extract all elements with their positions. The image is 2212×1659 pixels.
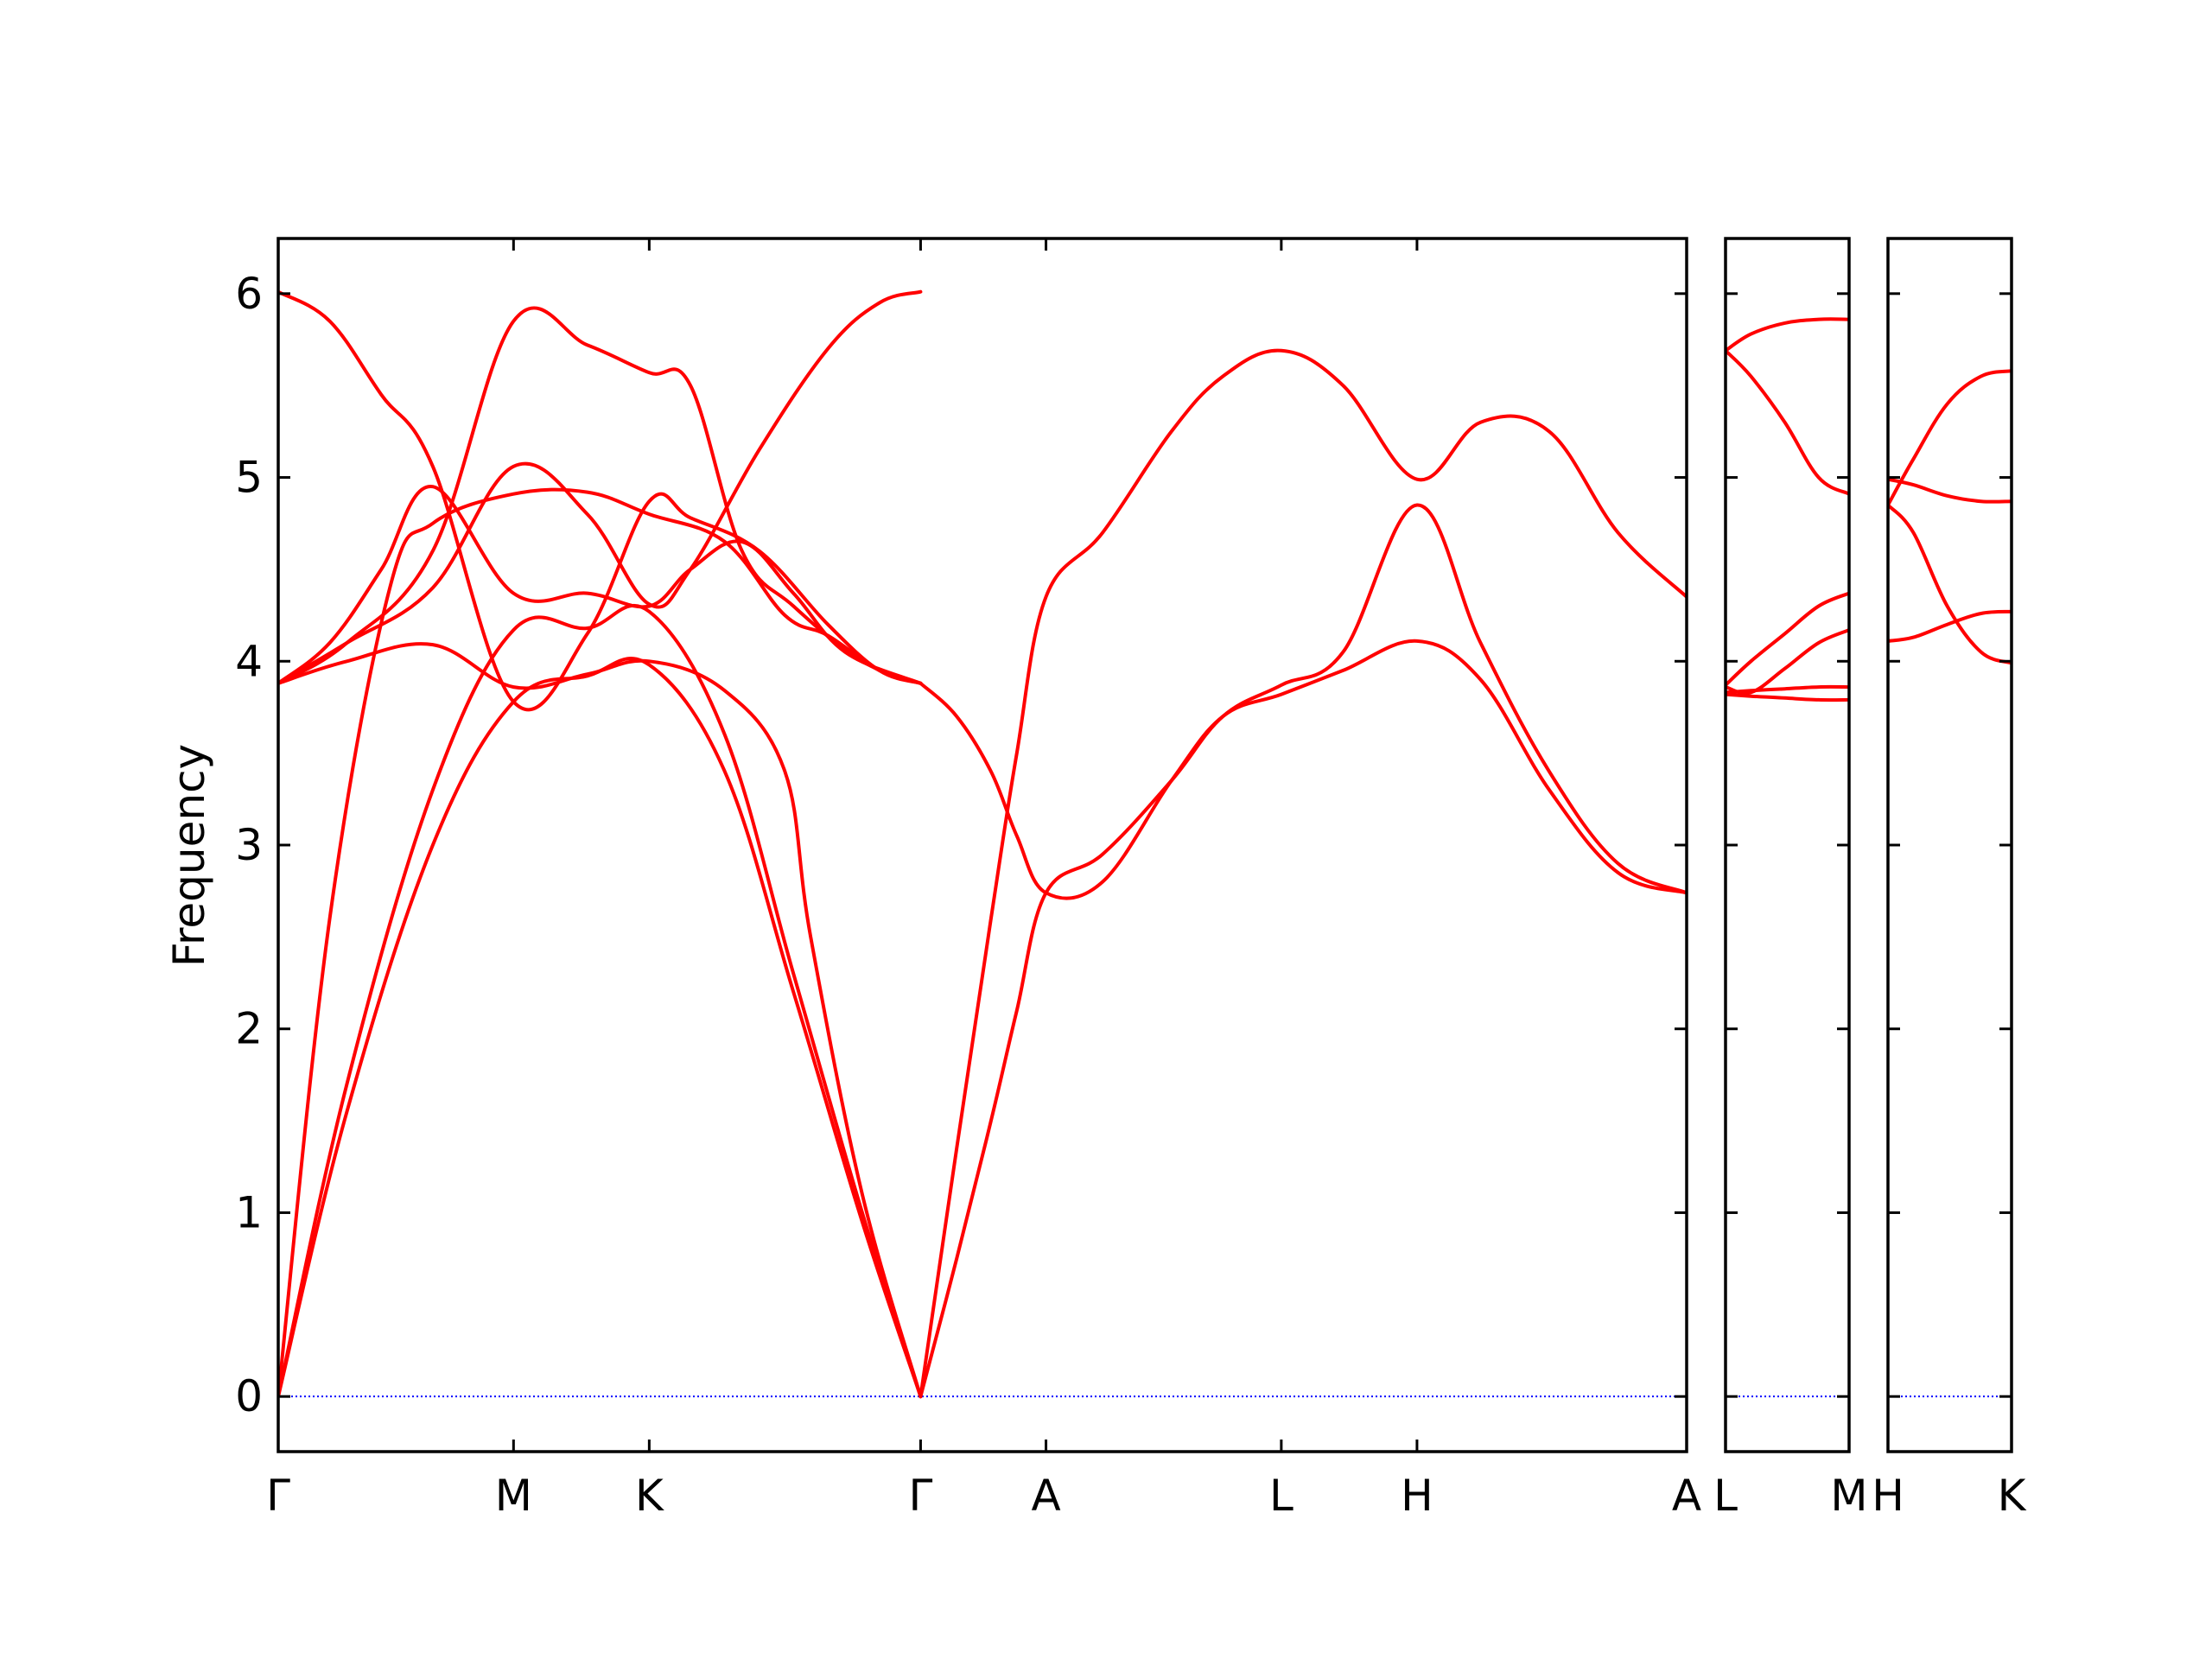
band-line-5 [278, 485, 923, 685]
band-line-1 [1888, 609, 2012, 643]
y-tick-label: 3 [235, 820, 263, 870]
band-line-10 [918, 348, 1687, 1399]
band-line-6 [278, 289, 923, 712]
x-tick-label: M [1830, 1471, 1867, 1521]
band-line-4 [1888, 369, 2012, 507]
y-axis-label: Frequency [164, 744, 214, 967]
band-series-group [278, 289, 1687, 1399]
y-tick-label: 6 [235, 269, 263, 319]
panel-frame [1886, 237, 2013, 1453]
panel-frame [1724, 237, 1851, 1453]
x-tick-label: H [1401, 1471, 1433, 1521]
band-line-4 [1726, 591, 1849, 687]
y-tick-label: 5 [235, 453, 263, 503]
panel-frame [276, 237, 1688, 1453]
x-tick-label: L [1269, 1471, 1294, 1521]
x-tick-label: Γ [266, 1471, 290, 1521]
y-tick-label: 2 [235, 1004, 263, 1054]
y-tick-label: 0 [235, 1371, 263, 1421]
band-line-1 [278, 657, 923, 1399]
x-tick-label: H [1872, 1471, 1904, 1521]
x-tick-label: A [1672, 1471, 1701, 1521]
y-tick-label: 1 [235, 1187, 263, 1237]
x-tick-label: K [1998, 1471, 2027, 1521]
band-line-3 [278, 487, 923, 1399]
band-series-group [1888, 369, 2012, 665]
band-line-11 [918, 639, 1687, 900]
band-line-8 [278, 289, 923, 685]
band-line-2 [1888, 503, 2012, 665]
band-line-4 [278, 642, 923, 1399]
band-series-group [1726, 317, 1849, 702]
band-line-6 [1726, 317, 1849, 353]
x-tick-label: K [635, 1471, 664, 1521]
x-tick-label: L [1713, 1471, 1738, 1521]
band-line-7 [278, 306, 923, 685]
x-tick-label: Γ [909, 1471, 933, 1521]
y-tick-label: 4 [235, 636, 263, 686]
band-line-3 [1726, 628, 1849, 696]
band-line-3 [1888, 477, 2012, 504]
panel-main: 0 1 2 3 4 5 6 Γ M K Γ A L H A [235, 237, 1701, 1521]
band-line-2 [278, 604, 923, 1399]
band-line-1 [1726, 692, 1849, 702]
x-tick-label: M [495, 1471, 532, 1521]
x-tick-label: A [1031, 1471, 1060, 1521]
band-line-5 [1726, 348, 1849, 496]
